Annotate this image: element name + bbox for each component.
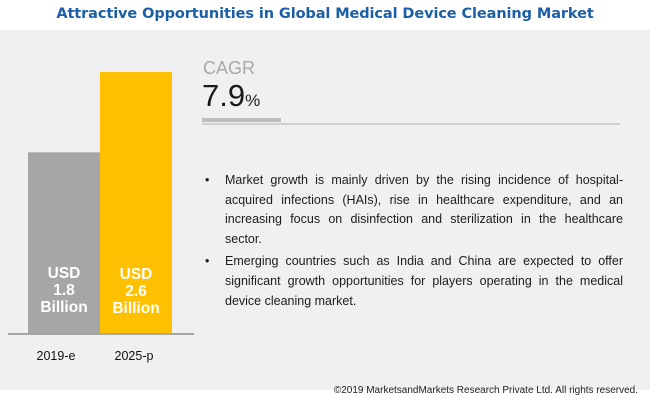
cagr-number: 7.9 (202, 78, 246, 113)
cagr-divider-accent (202, 118, 281, 122)
bar-2019-e (28, 152, 100, 333)
list-item: • Emerging countries such as India and C… (203, 252, 623, 311)
cagr-value: 7.9% (202, 78, 260, 114)
bullet-icon: • (205, 173, 210, 187)
bar-data-label: 2.6 (125, 283, 147, 300)
chart-title: Attractive Opportunities in Global Medic… (56, 6, 594, 22)
bullet-text: Market growth is mainly driven by the ri… (225, 173, 623, 246)
bar-data-label: 1.8 (53, 282, 75, 299)
bar-2025-p (100, 72, 172, 333)
cagr-label: CAGR (203, 58, 256, 78)
x-tick-label: 2025-p (115, 349, 154, 363)
key-findings-list: • Market growth is mainly driven by the … (203, 171, 623, 314)
bullet-text: Emerging countries such as India and Chi… (225, 254, 623, 308)
bullet-icon: • (205, 254, 210, 269)
bar-data-label: Billion (112, 300, 159, 317)
bar-data-label: USD (120, 266, 153, 283)
cagr-unit: % (245, 91, 261, 110)
x-tick-label: 2019-e (37, 349, 76, 363)
copyright-footer: ©2019 MarketsandMarkets Research Private… (333, 385, 638, 396)
cagr-divider (202, 123, 620, 125)
bar-data-label: USD (48, 265, 81, 282)
bar-data-label: Billion (40, 299, 87, 316)
list-item: • Market growth is mainly driven by the … (203, 171, 623, 249)
